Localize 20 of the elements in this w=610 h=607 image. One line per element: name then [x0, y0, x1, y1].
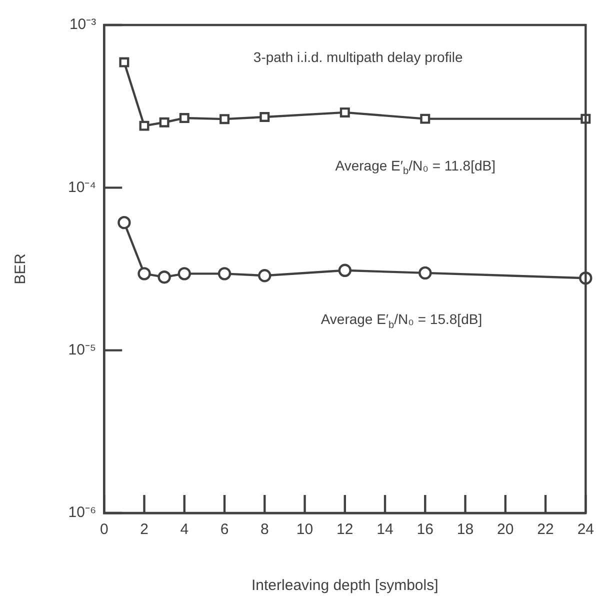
x-tick-label: 20 — [497, 521, 514, 538]
x-tick-label: 14 — [376, 521, 394, 538]
x-tick-label: 0 — [100, 521, 108, 538]
annotation: 3-path i.i.d. multipath delay profile — [253, 49, 463, 66]
x-tick-label: 24 — [577, 521, 594, 538]
y-tick-label: 10⁻⁴ — [68, 178, 96, 196]
x-tick-label: 18 — [456, 521, 474, 538]
x-tick-label: 2 — [140, 521, 148, 538]
x-tick-label: 8 — [260, 521, 269, 538]
y-tick-label: 10⁻⁶ — [68, 504, 96, 522]
x-tick-label: 16 — [416, 521, 434, 538]
y-tick-label: 10⁻³ — [69, 16, 96, 34]
x-tick-label: 12 — [336, 521, 354, 538]
x-tick-label: 4 — [180, 521, 189, 538]
x-tick-label: 6 — [220, 521, 229, 538]
x-axis-title: Interleaving depth [symbols] — [252, 577, 438, 594]
y-axis-title: BER — [12, 253, 30, 284]
x-tick-label: 22 — [537, 521, 554, 538]
x-tick-label: 10 — [296, 521, 314, 538]
y-tick-label: 10⁻⁵ — [68, 341, 96, 358]
